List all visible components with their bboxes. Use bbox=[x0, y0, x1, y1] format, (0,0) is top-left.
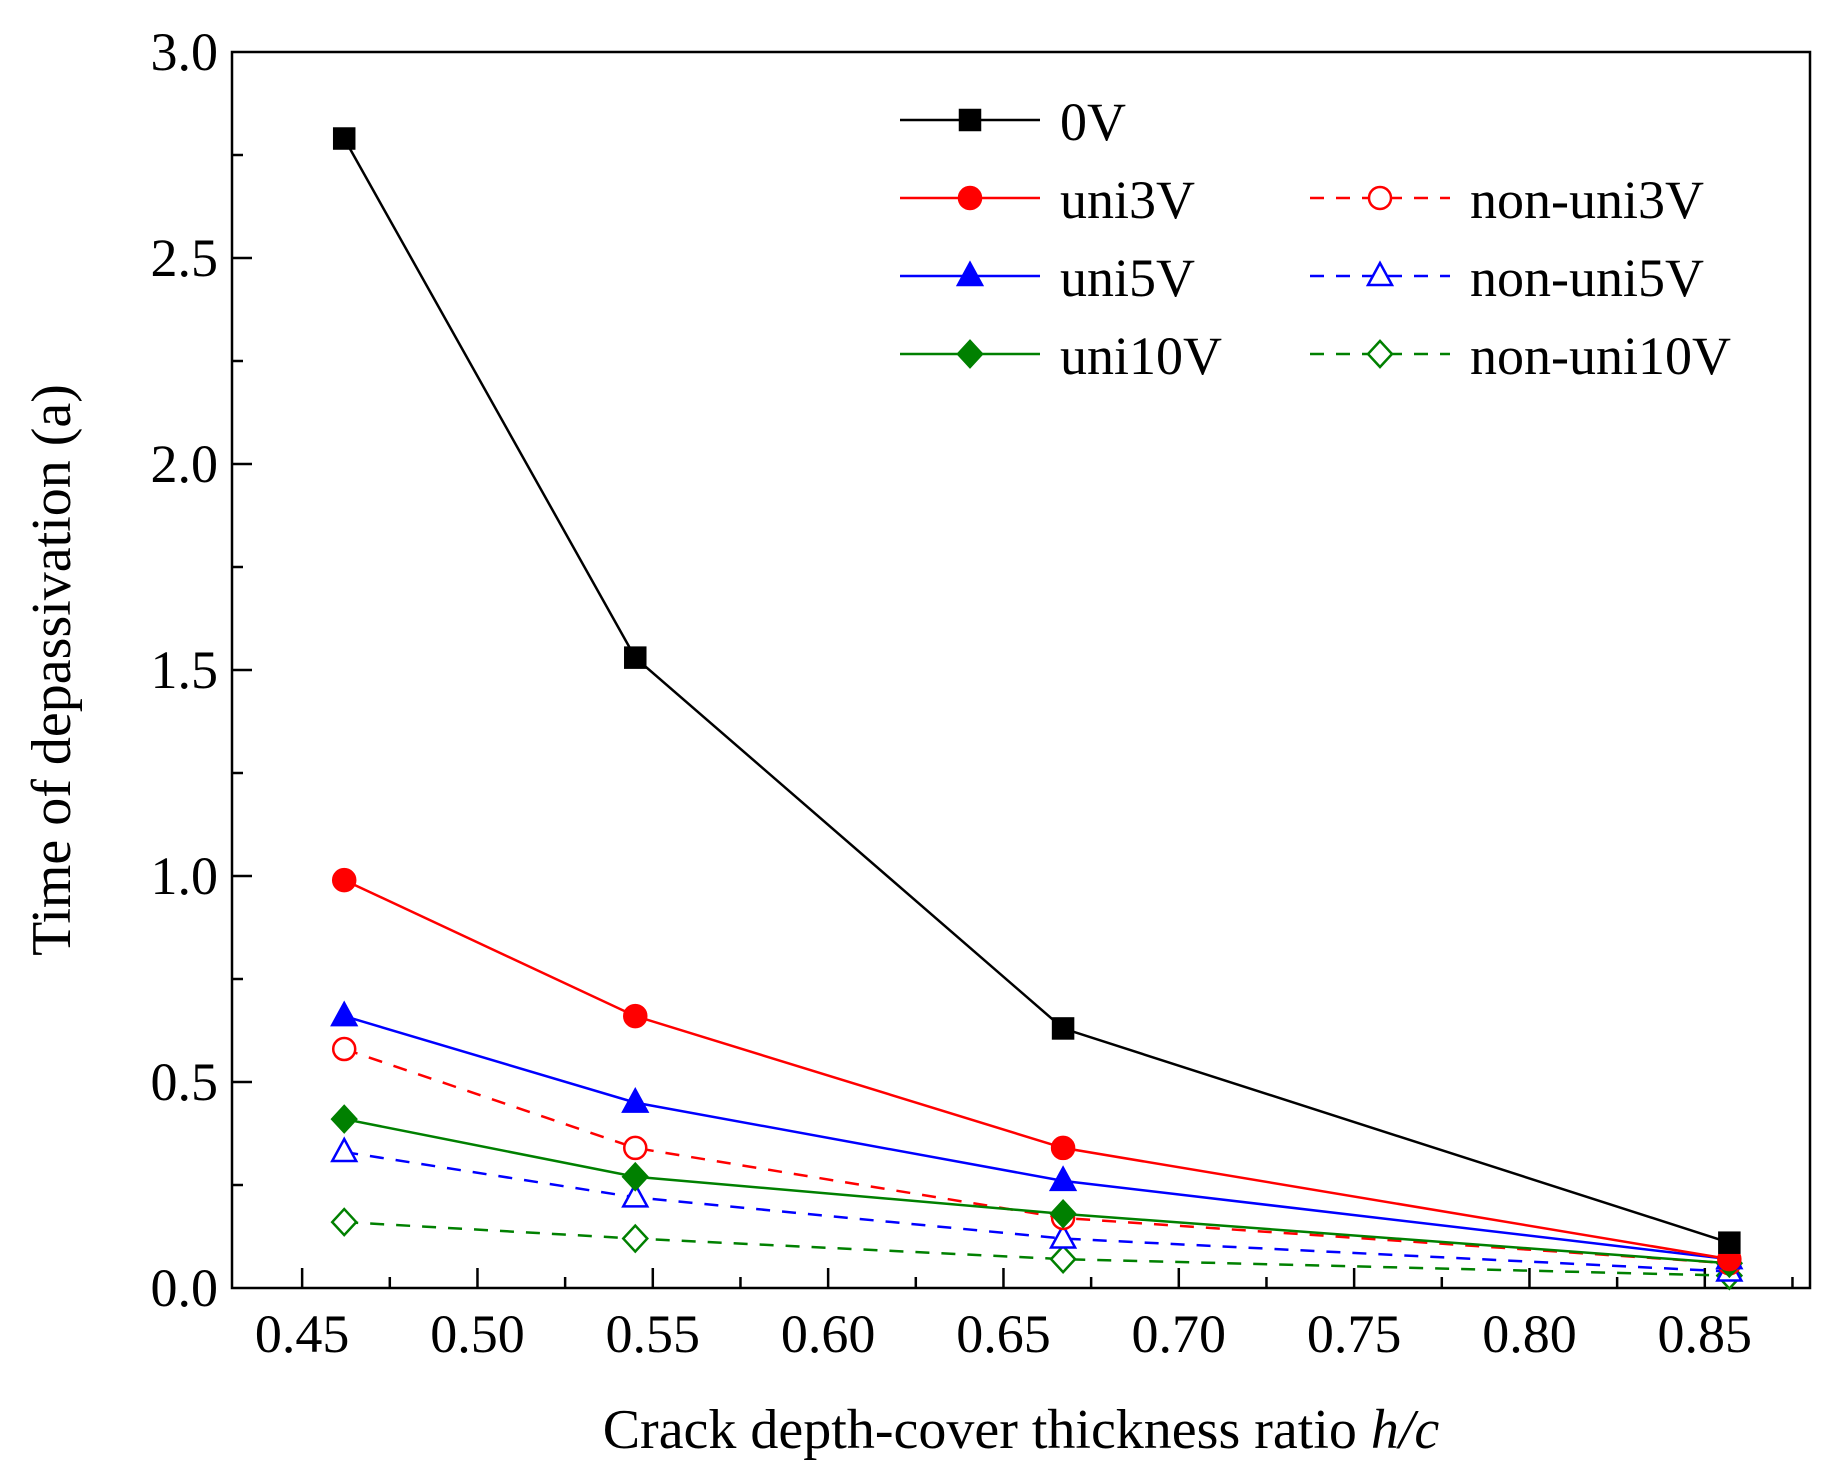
x-tick-label: 0.45 bbox=[255, 1304, 350, 1364]
data-point-uni10v bbox=[621, 1161, 649, 1192]
series-layer bbox=[330, 127, 1744, 1291]
series-line-0v bbox=[343, 137, 1730, 1244]
legend-item-uni5v: uni5V bbox=[900, 248, 1195, 308]
series-line-non-uni10v bbox=[344, 1220, 1730, 1277]
series-line-non-uni3v bbox=[343, 1047, 1730, 1265]
y-tick-label: 2.0 bbox=[151, 434, 219, 494]
series-uni3v bbox=[331, 867, 1742, 1272]
x-tick-label: 0.55 bbox=[606, 1304, 701, 1364]
legend-label: non-uni10V bbox=[1470, 326, 1731, 386]
y-tick-label: 0.0 bbox=[151, 1258, 219, 1318]
data-point-uni3v bbox=[623, 1003, 648, 1029]
x-tick-label: 0.50 bbox=[430, 1304, 525, 1364]
legend-label: uni5V bbox=[1060, 248, 1195, 308]
x-tick-label: 0.75 bbox=[1307, 1304, 1402, 1364]
data-point-non-uni5v bbox=[621, 1181, 650, 1208]
data-point-non-uni3v bbox=[331, 1036, 357, 1062]
legend-marker bbox=[1365, 260, 1395, 287]
series-line-uni5v bbox=[343, 1014, 1730, 1261]
data-point-non-uni5v bbox=[330, 1136, 359, 1163]
x-tick-label: 0.80 bbox=[1482, 1304, 1577, 1364]
data-point-uni10v bbox=[330, 1104, 358, 1134]
legend-marker bbox=[1367, 185, 1393, 211]
data-point-uni3v bbox=[331, 867, 357, 893]
data-point-non-uni3v bbox=[623, 1135, 648, 1161]
data-point-uni5v bbox=[1048, 1165, 1078, 1192]
y-tick-label: 3.0 bbox=[151, 22, 219, 82]
y-axis-label: Time of depassivation (a) bbox=[21, 384, 83, 956]
series-non-uni3v bbox=[331, 1036, 1742, 1276]
y-tick-label: 1.0 bbox=[151, 846, 219, 906]
data-point-uni10v bbox=[1049, 1198, 1077, 1229]
legend-item-0v: 0V bbox=[900, 92, 1126, 152]
legend-item-uni10v: uni10V bbox=[900, 326, 1222, 386]
data-point-non-uni5v bbox=[1048, 1222, 1078, 1249]
x-tick-label: 0.65 bbox=[956, 1304, 1051, 1364]
legend-item-non-uni5v: non-uni5V bbox=[1310, 248, 1704, 308]
y-tick-label: 0.5 bbox=[151, 1052, 219, 1112]
x-tick-label: 0.60 bbox=[781, 1304, 876, 1364]
legend-label: 0V bbox=[1060, 92, 1126, 152]
series-0v bbox=[332, 127, 1741, 1254]
legend: 0V uni3V non-uni3V uni5V non-uni5V uni10V non-… bbox=[900, 92, 1731, 386]
legend-item-non-uni10v: non-uni10V bbox=[1310, 326, 1731, 386]
data-point-0v bbox=[332, 127, 356, 150]
y-tick-label: 2.5 bbox=[151, 228, 219, 288]
series-non-uni5v bbox=[330, 1136, 1744, 1282]
legend-marker bbox=[1366, 339, 1394, 369]
legend-item-non-uni3v: non-uni3V bbox=[1310, 170, 1704, 230]
x-tick-label: 0.85 bbox=[1658, 1304, 1753, 1364]
data-point-0v bbox=[1051, 1017, 1075, 1040]
series-uni5v bbox=[330, 1000, 1744, 1270]
data-point-uni3v bbox=[1050, 1135, 1076, 1161]
legend-marker bbox=[956, 339, 984, 369]
data-point-0v bbox=[1718, 1231, 1741, 1254]
axis-ticks: 0.45 0.50 0.55 0.60 0.65 0.70 0.75 0.80 0.85 0.0 0… bbox=[151, 22, 1794, 1364]
series-line-uni3v bbox=[343, 878, 1730, 1261]
legend-marker bbox=[957, 185, 983, 211]
legend-marker bbox=[958, 108, 982, 132]
legend-label: non-uni3V bbox=[1470, 170, 1704, 230]
x-axis-label: Crack depth-cover thickness ratio h/c bbox=[603, 1399, 1440, 1461]
data-point-uni5v bbox=[621, 1086, 650, 1113]
data-point-uni5v bbox=[330, 1000, 359, 1027]
legend-item-uni3v: uni3V bbox=[900, 170, 1195, 230]
legend-marker bbox=[955, 260, 985, 287]
legend-label: uni10V bbox=[1060, 326, 1222, 386]
data-point-non-uni10v bbox=[330, 1207, 358, 1237]
series-line-uni10v bbox=[343, 1117, 1730, 1265]
x-tick-label: 0.70 bbox=[1132, 1304, 1227, 1364]
legend-label: non-uni5V bbox=[1470, 248, 1704, 308]
data-point-non-uni10v bbox=[1049, 1244, 1077, 1275]
plot-frame bbox=[230, 50, 1812, 1290]
y-tick-label: 1.5 bbox=[151, 640, 219, 700]
data-point-0v bbox=[624, 646, 647, 669]
data-point-non-uni10v bbox=[621, 1223, 649, 1254]
legend-label: uni3V bbox=[1060, 170, 1195, 230]
